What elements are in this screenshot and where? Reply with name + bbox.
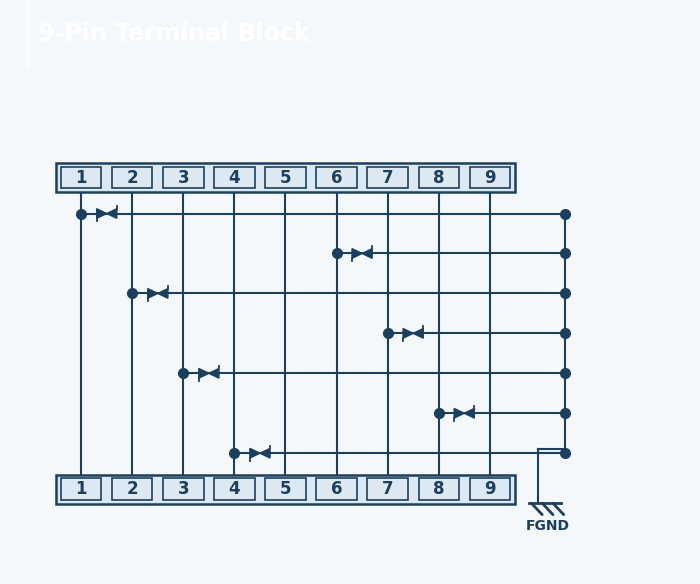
- Polygon shape: [199, 369, 209, 378]
- Polygon shape: [158, 288, 168, 298]
- Bar: [470, 478, 510, 500]
- Text: 4: 4: [229, 480, 240, 498]
- Bar: [112, 478, 153, 500]
- Text: 9: 9: [484, 169, 496, 186]
- Text: 1: 1: [76, 169, 87, 186]
- Polygon shape: [250, 449, 260, 458]
- Polygon shape: [148, 288, 158, 298]
- Polygon shape: [260, 449, 270, 458]
- Text: 8: 8: [433, 169, 444, 186]
- Polygon shape: [362, 249, 372, 258]
- Bar: [419, 166, 459, 189]
- Bar: [214, 478, 255, 500]
- Text: 8: 8: [433, 480, 444, 498]
- Bar: [112, 166, 153, 189]
- Bar: [316, 166, 357, 189]
- Bar: [56, 163, 514, 192]
- Text: 3: 3: [178, 169, 189, 186]
- Bar: [265, 478, 306, 500]
- Polygon shape: [464, 408, 475, 418]
- Text: 2: 2: [127, 480, 138, 498]
- Bar: [470, 166, 510, 189]
- Bar: [61, 166, 102, 189]
- Text: FGND: FGND: [526, 519, 570, 533]
- Polygon shape: [97, 208, 106, 218]
- Bar: [214, 166, 255, 189]
- Bar: [316, 478, 357, 500]
- Bar: [419, 478, 459, 500]
- Polygon shape: [106, 208, 117, 218]
- Text: 7: 7: [382, 169, 393, 186]
- Polygon shape: [352, 249, 362, 258]
- Bar: [163, 478, 204, 500]
- Text: 5: 5: [280, 480, 291, 498]
- Polygon shape: [209, 369, 219, 378]
- Text: 6: 6: [331, 480, 342, 498]
- Bar: [265, 166, 306, 189]
- Bar: [61, 478, 102, 500]
- Polygon shape: [413, 329, 424, 338]
- Polygon shape: [403, 329, 413, 338]
- Text: 6: 6: [331, 169, 342, 186]
- Text: 4: 4: [229, 169, 240, 186]
- Text: 3: 3: [178, 480, 189, 498]
- Bar: [56, 475, 514, 504]
- Polygon shape: [454, 408, 464, 418]
- Text: 1: 1: [76, 480, 87, 498]
- Text: 5: 5: [280, 169, 291, 186]
- Bar: [368, 166, 408, 189]
- Bar: [163, 166, 204, 189]
- Text: 7: 7: [382, 480, 393, 498]
- Text: 2: 2: [127, 169, 138, 186]
- Text: 9: 9: [484, 480, 496, 498]
- Bar: [368, 478, 408, 500]
- Text: 9-Pin Terminal Block: 9-Pin Terminal Block: [38, 22, 310, 46]
